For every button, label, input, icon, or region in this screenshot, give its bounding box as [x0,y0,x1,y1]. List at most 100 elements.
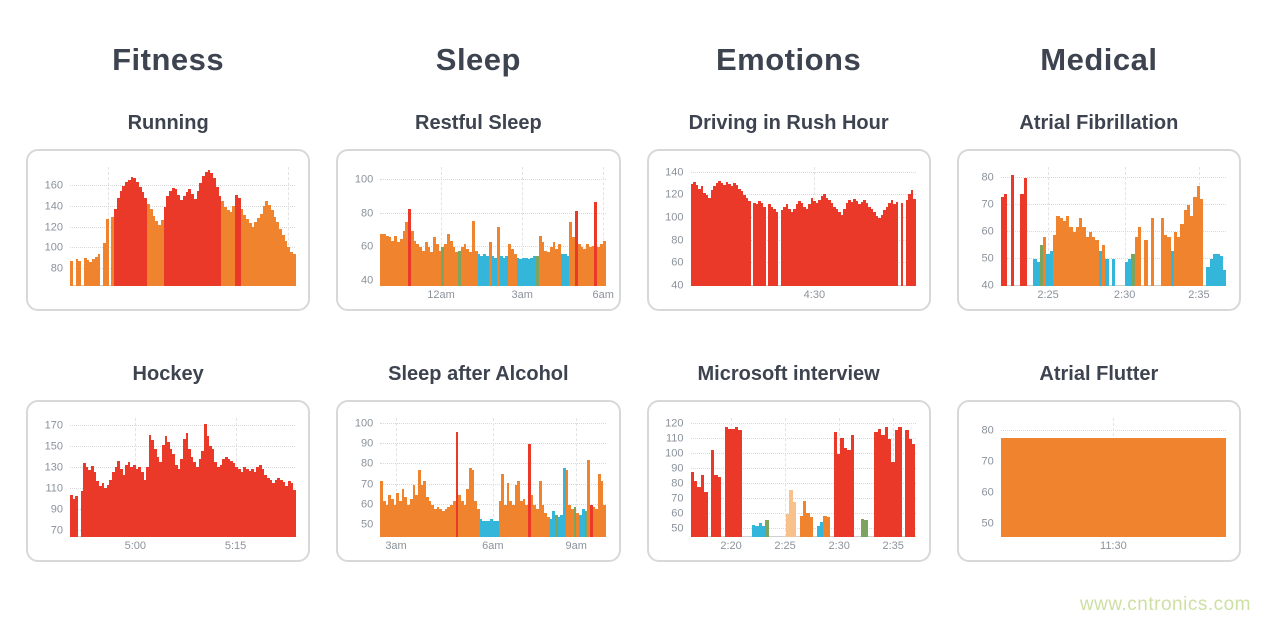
bar [425,496,429,537]
bar [1137,226,1142,286]
bar [276,222,279,286]
bar [410,230,414,286]
bar [218,196,222,286]
bar [232,205,235,286]
bar [83,462,86,537]
y-tick-label: 140 [44,200,63,213]
gridline-h [1000,230,1226,232]
x-tick-label: 2:20 [720,540,742,552]
bar [820,196,823,286]
bar [103,243,106,286]
bar [1108,438,1114,537]
chart-title-restful-sleep: Restful Sleep [415,112,542,134]
bar [528,444,531,537]
x-tick-label: 6am [592,289,614,301]
bar [423,480,426,537]
bar [513,254,517,286]
bar [435,244,439,286]
bar [1160,438,1165,537]
bars-layer [690,167,916,286]
y-tick-label: 70 [361,478,374,491]
bar [185,432,189,537]
bar [407,504,410,537]
bar [748,201,751,286]
bar [1177,237,1181,286]
bar [881,434,885,537]
bar [905,430,909,537]
bar [895,202,898,286]
bar [885,206,888,286]
bar [226,209,230,286]
bar [138,186,142,286]
bar [1092,237,1096,286]
column-sleep: Sleep Restful Sleep 40 60 80 100 12am 3am 6am … [336,26,621,562]
bar [868,206,871,286]
bar [1192,438,1198,537]
bar [735,185,738,286]
bar [166,196,169,286]
bar [1183,438,1189,537]
bar [94,256,98,286]
bar [853,198,856,286]
bars-layer [70,418,296,537]
bar [436,506,440,537]
bar [557,516,561,537]
bar [1207,438,1212,537]
bar [720,182,723,286]
bar [1033,438,1039,537]
bar [380,234,384,286]
bar [1099,438,1104,537]
bar [485,520,488,537]
bar [1024,438,1029,537]
bar [125,181,128,286]
bar [1111,258,1116,286]
gridline-h [690,498,916,500]
x-tick-label: 2:30 [828,540,850,552]
bar [1202,438,1207,537]
x-tick-label: 11:30 [1100,540,1127,552]
bar [388,237,392,286]
bar [487,520,491,537]
bar [1183,210,1187,286]
column-emotions: Emotions Driving in Rush Hour 40 60 80 100 1… [646,26,931,562]
bar [715,182,718,286]
bar [802,500,807,537]
bar [172,453,175,537]
bar [198,458,202,537]
bar [141,192,145,286]
bar [248,471,252,537]
bar [272,482,275,537]
bar [1150,438,1156,537]
bar [595,508,598,537]
bar [1053,234,1057,286]
bar [724,427,728,537]
bar [572,237,575,286]
bar [731,428,735,537]
y-tick-label: 100 [665,211,684,224]
bar [96,480,99,537]
bar [401,488,405,537]
bar [421,250,425,286]
gridline-h [380,179,606,181]
bar [1056,215,1060,286]
bar [399,500,402,537]
bar [690,472,694,537]
gridline-h [1000,257,1226,259]
chart-block-atrial-flutter: Atrial Flutter 50 60 70 80 11:30 [956,311,1241,562]
bars-layer [380,167,606,286]
bar [158,225,161,286]
bar [743,195,746,286]
bar [1117,438,1123,537]
bar [116,198,120,286]
bar [873,212,876,286]
bar [112,472,115,537]
chart-block-atrial-fibrillation: Atrial Fibrillation 40 50 60 70 80 2:25 2:30 2:… [956,112,1241,311]
bar [717,476,722,537]
chart-card-microsoft-interview: 50 60 70 80 90 100 110 120 2:20 2:25 2:30 2:35 [646,400,931,562]
bar [819,521,824,537]
bar [490,518,494,537]
bar [566,255,570,286]
bar [447,234,450,286]
bar [221,201,224,286]
bar [450,504,453,537]
